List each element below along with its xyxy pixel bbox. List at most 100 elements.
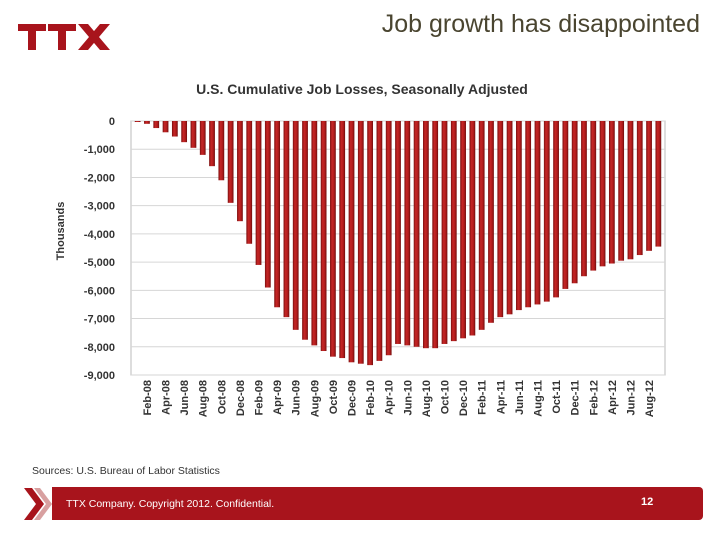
bar: [478, 121, 485, 330]
bar: [255, 121, 262, 265]
x-tick-label: Dec-09: [347, 380, 359, 416]
bar: [283, 121, 290, 318]
x-tick-label: Oct-10: [439, 380, 451, 414]
x-tick-label: Dec-10: [458, 380, 470, 416]
x-tick-label: Aug-09: [309, 380, 321, 417]
y-tick-label: -9,000: [84, 370, 115, 382]
bar: [404, 121, 411, 346]
bar: [237, 121, 243, 222]
chart-title: U.S. Cumulative Job Losses, Seasonally A…: [196, 81, 528, 97]
bar: [190, 121, 197, 148]
bar: [525, 121, 532, 308]
x-tick-label: Jun-10: [402, 380, 414, 415]
x-tick-label: Dec-08: [235, 380, 247, 416]
bar: [608, 121, 615, 264]
x-tick-label: Apr-10: [384, 380, 396, 415]
x-tick-label: Apr-11: [495, 380, 507, 414]
y-tick-label: -1,000: [84, 144, 115, 156]
bar: [543, 121, 550, 302]
footer-copyright: TTX Company. Copyright 2012. Confidentia…: [66, 498, 275, 510]
x-tick-label: Aug-10: [421, 380, 433, 417]
x-tick-label: Jun-09: [291, 380, 303, 415]
bar: [330, 121, 336, 357]
x-tick-label: Aug-08: [198, 380, 210, 417]
bar: [264, 121, 271, 288]
bar: [423, 121, 429, 349]
bar: [246, 121, 253, 244]
bar: [655, 121, 662, 247]
bar: [311, 121, 318, 346]
x-tick-label: Oct-09: [328, 380, 340, 414]
bar: [432, 121, 439, 349]
job-losses-chart: U.S. Cumulative Job Losses, Seasonally A…: [55, 81, 666, 417]
y-tick-label: -7,000: [84, 314, 115, 326]
x-tick-label: Apr-08: [161, 380, 173, 415]
footer-bar: [52, 487, 703, 520]
y-axis-label: Thousands: [55, 202, 67, 261]
x-tick-label: Aug-11: [532, 380, 544, 417]
x-tick-label: Apr-09: [272, 380, 284, 415]
x-tick-label: Dec-11: [570, 380, 582, 415]
bar: [590, 121, 597, 271]
y-tick-label: -6,000: [84, 285, 115, 297]
page-number: 12: [641, 496, 654, 508]
bar: [385, 121, 392, 356]
x-tick-label: Apr-12: [607, 380, 619, 415]
bar: [339, 121, 346, 359]
bar: [571, 121, 578, 284]
bar: [497, 121, 504, 318]
y-tick-label: -2,000: [84, 172, 115, 184]
bar: [292, 121, 299, 330]
x-tick-label: Oct-11: [551, 380, 563, 414]
bar: [395, 121, 401, 344]
x-tick-label: Feb-09: [254, 380, 266, 415]
bar: [134, 121, 141, 122]
bar: [274, 121, 281, 308]
bar: [413, 121, 420, 347]
bar: [553, 121, 559, 298]
ttx-logo: [18, 24, 110, 50]
bar: [227, 121, 234, 203]
x-tick-label: Feb-10: [365, 380, 377, 415]
x-tick-label: Jun-11: [514, 380, 526, 415]
bar: [636, 121, 643, 256]
y-tick-label: -8,000: [84, 342, 115, 354]
bar: [320, 121, 327, 352]
bar: [469, 121, 476, 336]
bar: [646, 121, 652, 251]
bar: [162, 121, 169, 133]
x-tick-label: Feb-12: [588, 380, 600, 415]
slide-title: Job growth has disappointed: [381, 10, 700, 38]
bar: [599, 121, 606, 267]
bar: [460, 121, 466, 339]
bar: [367, 121, 373, 366]
bar: [450, 121, 457, 342]
bar: [302, 121, 308, 340]
x-tick-label: Aug-12: [644, 380, 656, 417]
bar: [562, 121, 569, 289]
bar: [218, 121, 225, 181]
bar: [144, 121, 150, 124]
bar: [515, 121, 522, 311]
bar: [357, 121, 364, 364]
y-tick-label: -4,000: [84, 229, 115, 241]
y-tick-label: -3,000: [84, 201, 115, 213]
bar: [618, 121, 625, 261]
bar: [181, 121, 188, 143]
x-tick-label: Feb-11: [477, 380, 489, 415]
bar: [171, 121, 178, 137]
x-tick-label: Jun-08: [179, 380, 191, 415]
y-tick-label: -5,000: [84, 257, 115, 269]
bar: [534, 121, 541, 305]
bar: [627, 121, 634, 260]
x-tick-label: Feb-08: [142, 380, 154, 415]
bar: [199, 121, 206, 155]
bar: [376, 121, 383, 361]
bar: [506, 121, 513, 315]
bar: [348, 121, 355, 363]
bar: [441, 121, 448, 344]
bar: [488, 121, 494, 323]
bar: [153, 121, 160, 129]
chevron-icon: [24, 488, 52, 520]
y-tick-label: 0: [109, 116, 115, 128]
